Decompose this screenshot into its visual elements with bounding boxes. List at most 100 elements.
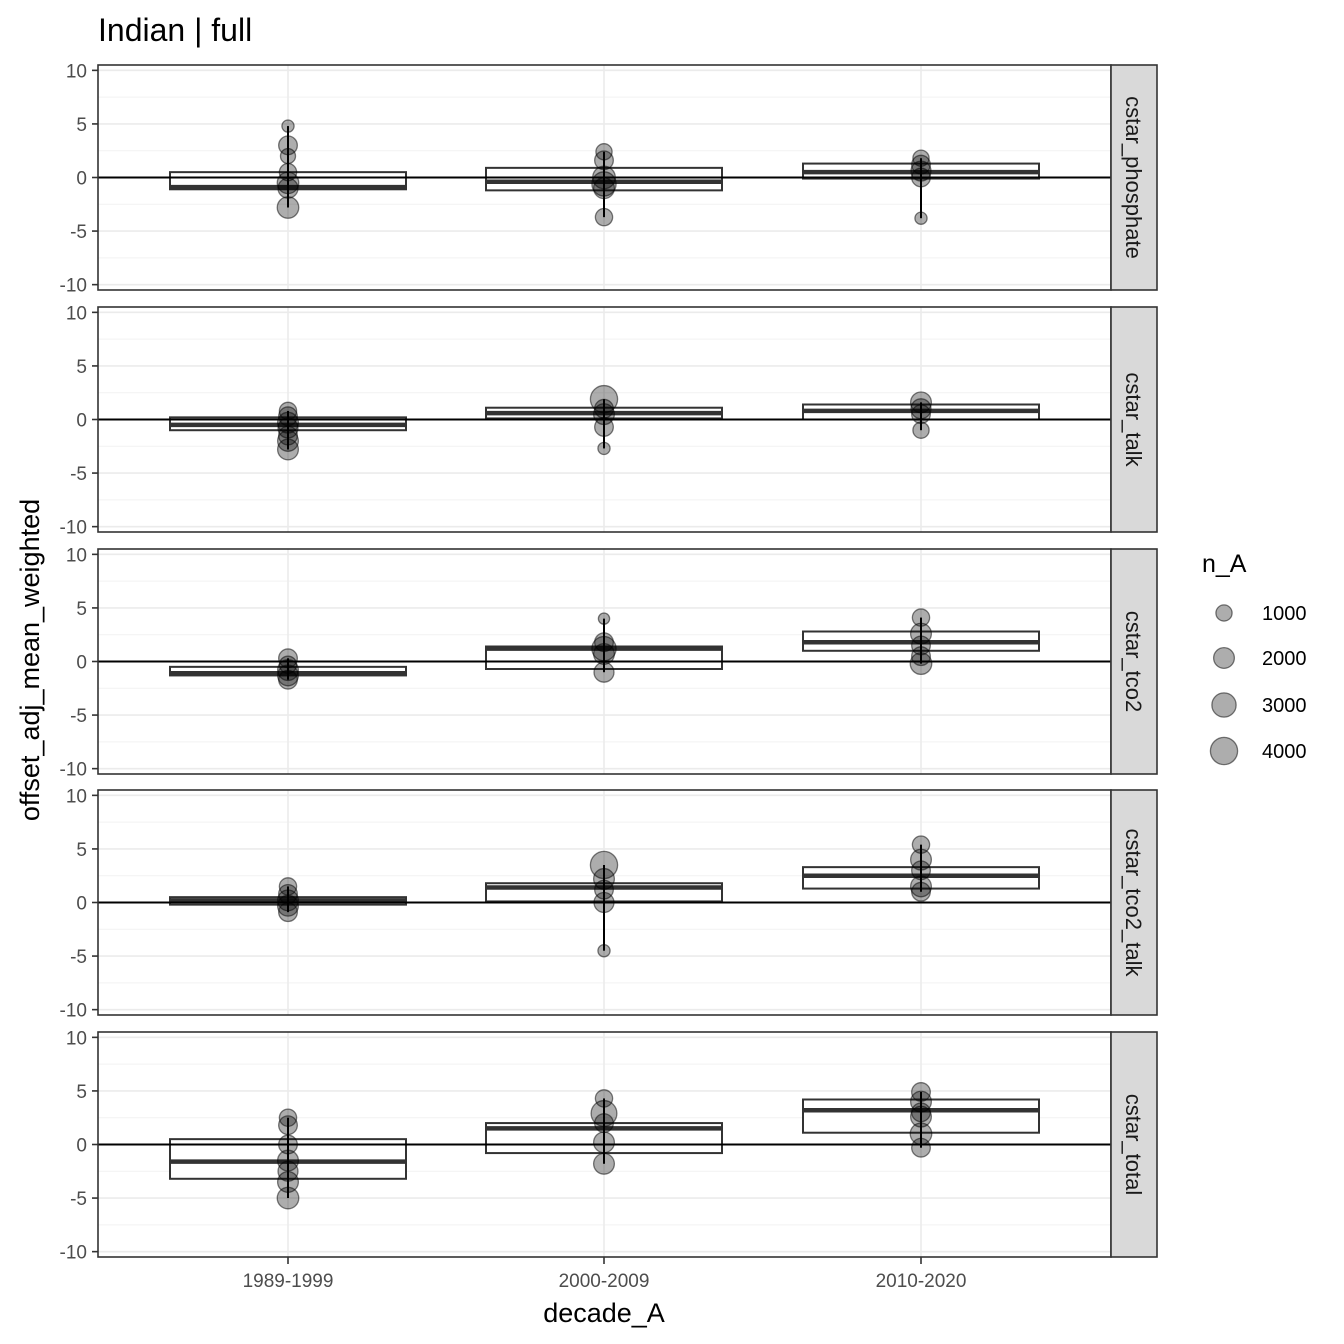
y-tick-label: 10 [66, 1028, 87, 1049]
facet-strip [1110, 548, 1158, 775]
data-point [911, 635, 931, 656]
panel-cstar-tco2: 10 5 0 -5 -10 cstar_tco2 [60, 545, 1158, 781]
data-point [597, 943, 611, 958]
data-point [594, 207, 614, 227]
y-tick-label: 0 [76, 169, 87, 190]
y-tick-label: 5 [76, 115, 87, 136]
data-point [594, 1089, 614, 1108]
y-tick-label: 5 [76, 840, 87, 861]
facet-label-cstar-total: cstar_total [1121, 1094, 1146, 1196]
y-tick-label: 0 [76, 1136, 87, 1157]
y-tick-label: 10 [66, 786, 87, 807]
data-point [592, 177, 616, 200]
data-point [911, 404, 931, 425]
legend-label: 3000 [1262, 695, 1307, 717]
data-point [592, 1131, 616, 1154]
data-point [910, 160, 932, 182]
panel-cstar-phosphate: 10 5 0 -5 -10 cstar_phosphate [60, 61, 1158, 297]
data-point [276, 196, 300, 219]
data-point [909, 652, 933, 676]
data-point [594, 417, 614, 437]
legend-key-circle [1215, 604, 1233, 622]
y-tick-label: 0 [76, 653, 87, 674]
legend-key-circle [1212, 646, 1236, 670]
data-point [276, 894, 300, 917]
data-point [911, 835, 931, 854]
data-point [592, 642, 616, 666]
x-tick-label: 2010-2020 [876, 1271, 967, 1292]
legend-key-circle [1211, 692, 1237, 718]
x-tick-label: 2000-2009 [559, 1271, 650, 1292]
y-tick-label: -10 [60, 518, 87, 539]
panel-cstar-total: 10 5 0 -5 -10 cstar_total [60, 1028, 1158, 1264]
data-point [909, 391, 933, 414]
data-point [911, 881, 931, 902]
legend-label: 2000 [1262, 648, 1307, 670]
data-point [909, 1090, 933, 1113]
data-point [276, 1149, 300, 1172]
data-point [910, 398, 932, 420]
data-point [278, 648, 298, 669]
y-tick-label: 10 [66, 61, 87, 82]
data-point [912, 421, 930, 439]
facet-label-cstar-tco2-talk: cstar_tco2_talk [1121, 829, 1146, 978]
size-legend: n_A 1000 2000 3000 4000 [1202, 550, 1307, 766]
data-point [276, 429, 300, 452]
legend-key-circle [1209, 736, 1239, 766]
facet-label-cstar-tco2: cstar_tco2 [1121, 611, 1146, 713]
legend-label: 1000 [1262, 603, 1307, 625]
y-tick-label: -5 [70, 222, 87, 243]
data-point [911, 1082, 931, 1102]
y-tick-label: 10 [66, 303, 87, 324]
chart-title: Indian | full [98, 12, 252, 48]
x-tick-label: 1989-1999 [243, 1271, 334, 1292]
data-point [278, 669, 298, 690]
legend-title: n_A [1202, 550, 1247, 578]
x-axis: 1989-1999 2000-2009 2010-2020 [243, 1257, 967, 1292]
y-tick-label: 5 [76, 599, 87, 620]
panel-cstar-talk: 10 5 0 -5 -10 cstar_talk [60, 303, 1158, 539]
y-axis-title: offset_adj_mean_weighted [15, 499, 45, 821]
data-point [911, 608, 931, 627]
data-point [597, 441, 611, 456]
facet-label-cstar-talk: cstar_talk [1121, 372, 1146, 467]
data-point [591, 635, 617, 662]
data-point [593, 661, 615, 683]
y-tick-label: 5 [76, 357, 87, 378]
facet-label-cstar-phosphate: cstar_phosphate [1121, 96, 1146, 259]
data-point [593, 891, 615, 914]
x-axis-title: decade_A [543, 1298, 665, 1328]
data-point [276, 1170, 300, 1194]
y-tick-label: 5 [76, 1082, 87, 1103]
data-point [276, 1186, 300, 1210]
data-point [909, 848, 933, 871]
y-tick-label: -5 [70, 464, 87, 485]
data-point [594, 150, 614, 171]
y-tick-label: 0 [76, 411, 87, 432]
y-tick-label: -5 [70, 947, 87, 968]
data-point [597, 612, 611, 625]
data-point [278, 1115, 298, 1136]
y-tick-label: 0 [76, 894, 87, 915]
data-point [909, 875, 933, 898]
data-point [277, 417, 299, 439]
data-point [278, 902, 298, 923]
facet-strip [1110, 306, 1158, 533]
facet-panels: 10 5 0 -5 -10 cstar_phosphate 10 5 0 -5 -10 cstar_t… [60, 61, 1158, 1264]
data-point [278, 1134, 298, 1155]
data-point [276, 889, 300, 912]
data-point [911, 860, 931, 881]
data-point [276, 664, 300, 687]
facet-strip [1110, 1031, 1158, 1258]
data-point [914, 211, 928, 225]
data-point [278, 1108, 298, 1127]
data-point [911, 646, 931, 667]
data-point [278, 401, 298, 421]
y-tick-label: -10 [60, 276, 87, 297]
panel-cstar-tco2-talk: 10 5 0 -5 -10 cstar_tco2_talk [60, 786, 1158, 1022]
facet-strip [1110, 64, 1158, 291]
y-tick-label: -10 [60, 760, 87, 781]
data-point [592, 1152, 616, 1175]
data-point [909, 622, 933, 645]
